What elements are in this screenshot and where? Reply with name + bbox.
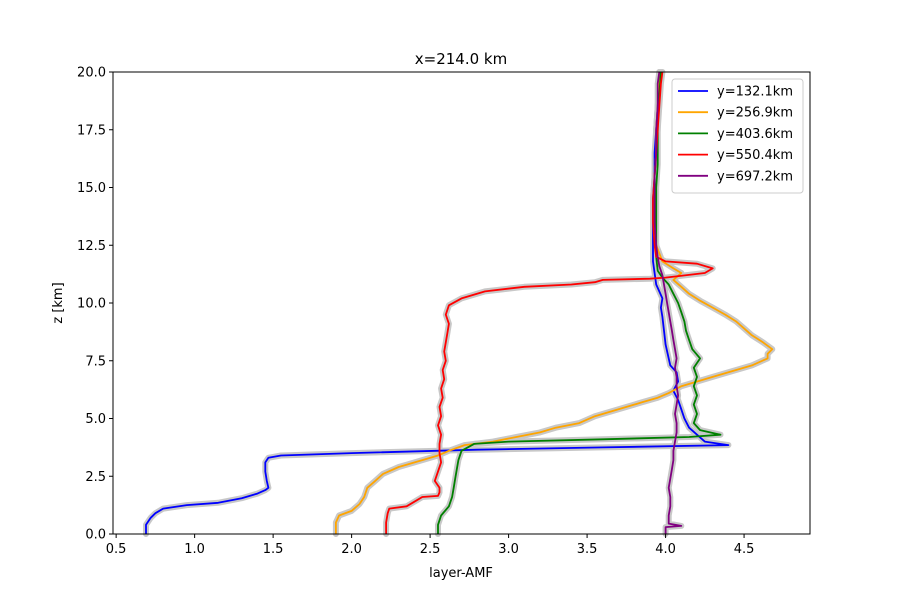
- y-tick-label: 10.0: [77, 297, 106, 312]
- y-tick-label: 2.5: [85, 470, 106, 485]
- legend-entry-label: y=256.9km: [717, 106, 793, 121]
- legend-entry-label: y=403.6km: [717, 127, 793, 142]
- series-line: [335, 72, 774, 534]
- x-tick-label: 4.0: [655, 542, 676, 557]
- legend-entry-label: y=132.1km: [717, 85, 793, 100]
- chart-title: x=214.0 km: [415, 50, 507, 68]
- y-tick-label: 15.0: [77, 181, 106, 196]
- y-tick-label: 12.5: [77, 239, 106, 254]
- x-tick-label: 3.0: [498, 542, 519, 557]
- y-tick-label: 17.5: [77, 123, 106, 138]
- series-line: [145, 71, 730, 534]
- series-lines: [145, 71, 774, 534]
- y-axis-label: z [km]: [51, 282, 66, 323]
- legend-entry-label: y=550.4km: [717, 148, 793, 163]
- y-tick-label: 0.0: [85, 528, 106, 543]
- y-axis-ticks: 0.0 2.5 5.0 7.5 10.0 12.5 15.0 17.5 20.0: [77, 66, 113, 543]
- x-tick-label: 3.5: [577, 542, 598, 557]
- y-tick-label: 5.0: [85, 412, 106, 427]
- series-line: [653, 71, 683, 534]
- y-tick-label: 7.5: [85, 354, 106, 369]
- x-tick-label: 4.5: [734, 542, 755, 557]
- x-tick-label: 0.5: [106, 542, 127, 557]
- plot-area-frame: [112, 71, 811, 535]
- x-tick-label: 1.5: [263, 542, 284, 557]
- legend: y=132.1km y=256.9km y=403.6km y=550.4km y=69…: [671, 78, 804, 194]
- x-tick-label: 2.0: [341, 542, 362, 557]
- x-axis-ticks: 0.5 1.0 1.5 2.0 2.5 3.0 3.5 4.0 4.5: [106, 534, 755, 557]
- x-tick-label: 1.0: [184, 542, 205, 557]
- legend-entry-label: y=697.2km: [717, 169, 793, 184]
- x-axis-label: layer-AMF: [429, 566, 493, 581]
- y-tick-label: 20.0: [77, 66, 106, 81]
- legend-box: [671, 78, 804, 194]
- x-tick-label: 2.5: [420, 542, 441, 557]
- series-line: [385, 71, 714, 534]
